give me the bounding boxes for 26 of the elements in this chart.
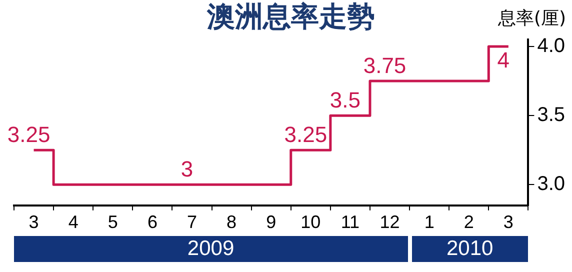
y-tick-label: 4.0 bbox=[537, 35, 566, 58]
data-label: 3.75 bbox=[363, 53, 406, 78]
data-label: 3.25 bbox=[284, 122, 328, 148]
data-label: 3 bbox=[180, 156, 194, 182]
text: 2009 bbox=[14, 236, 408, 262]
x-tick-label: 6 bbox=[147, 212, 158, 232]
x-tick-label: 3 bbox=[503, 212, 514, 232]
y-axis-title: 息率(厘) bbox=[498, 7, 566, 30]
y-tick-label: 3.0 bbox=[537, 173, 566, 196]
x-tick-label: 12 bbox=[380, 212, 400, 232]
x-tick-label: 2 bbox=[464, 212, 474, 232]
x-tick-label: 7 bbox=[186, 212, 197, 232]
x-tick-label: 5 bbox=[108, 212, 118, 232]
data-label: 3.5 bbox=[330, 88, 361, 113]
x-tick-label: 3 bbox=[28, 212, 39, 232]
y-tick-label: 3.5 bbox=[537, 104, 566, 126]
data-label: 4 bbox=[497, 48, 510, 73]
chart-title: 澳洲息率走勢 bbox=[206, 0, 375, 34]
data-label: 3.25 bbox=[7, 122, 50, 148]
x-tick-label: 9 bbox=[266, 212, 276, 232]
x-tick-label: 11 bbox=[340, 212, 360, 232]
x-tick-label: 1 bbox=[424, 212, 434, 232]
x-tick-label: 4 bbox=[68, 212, 78, 232]
x-tick-label: 8 bbox=[226, 212, 237, 232]
x-tick-label: 10 bbox=[300, 212, 321, 232]
text: 2010 bbox=[412, 236, 528, 262]
